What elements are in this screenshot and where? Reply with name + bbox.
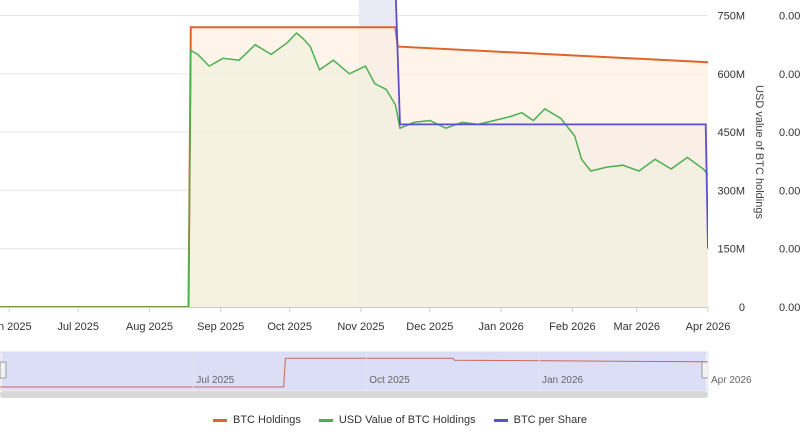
x-tick-label: n 2025 bbox=[0, 321, 32, 333]
navigator-scrollbar[interactable] bbox=[0, 391, 708, 398]
navigator-label: Jan 2026 bbox=[542, 375, 584, 386]
x-tick-label: Sep 2025 bbox=[197, 321, 244, 333]
x-tick-label: Oct 2025 bbox=[267, 321, 312, 333]
y-axis-per-share: 0.00 0.00 0.00 0.00 0.00 0.00 bbox=[779, 11, 800, 314]
y-tick-label: 600M bbox=[717, 69, 745, 81]
legend: BTC Holdings USD Value of BTC Holdings BTC… bbox=[0, 410, 800, 430]
y-tick-label: 0 bbox=[739, 302, 745, 314]
x-tick-label: Jul 2025 bbox=[57, 321, 99, 333]
y2-tick-label: 0.00 bbox=[779, 127, 800, 139]
x-tick-label: Nov 2025 bbox=[337, 321, 384, 333]
navigator-label: Apr 2026 bbox=[711, 375, 752, 386]
navigator-label: Oct 2025 bbox=[369, 375, 410, 386]
y2-tick-label: 0.00 bbox=[779, 244, 800, 256]
legend-label: BTC per Share bbox=[513, 414, 587, 426]
x-tick-label: Jan 2026 bbox=[478, 321, 523, 333]
y-tick-label: 150M bbox=[717, 244, 745, 256]
legend-swatch bbox=[493, 418, 508, 422]
x-tick-label: Feb 2026 bbox=[549, 321, 595, 333]
legend-swatch bbox=[318, 418, 333, 422]
btc-per-share-line bbox=[395, 0, 708, 249]
y-axis-usd: 0 150M 300M 450M 600M 750M bbox=[717, 11, 745, 314]
legend-item[interactable]: BTC Holdings bbox=[213, 414, 301, 426]
navigator-label: Jul 2025 bbox=[196, 375, 234, 386]
navigator-left-handle[interactable] bbox=[0, 361, 7, 379]
legend-label: BTC Holdings bbox=[233, 414, 301, 426]
navigator-series bbox=[0, 357, 709, 388]
legend-item[interactable]: BTC per Share bbox=[493, 414, 587, 426]
x-tick-label: Dec 2025 bbox=[406, 321, 453, 333]
series-fills bbox=[0, 0, 708, 307]
navigator[interactable]: Jul 2025 Oct 2025 Jan 2026 Apr 2026 bbox=[0, 351, 752, 398]
usd-value-fill bbox=[0, 33, 708, 307]
y-tick-label: 450M bbox=[717, 127, 745, 139]
legend-item[interactable]: USD Value of BTC Holdings bbox=[318, 414, 476, 426]
y-axis-title: USD value of BTC holdings bbox=[753, 85, 765, 219]
legend-swatch bbox=[213, 418, 227, 422]
y2-tick-label: 0.00 bbox=[779, 69, 800, 81]
x-tick-label: Aug 2025 bbox=[126, 321, 173, 333]
y2-tick-label: 0.00 bbox=[779, 185, 800, 197]
usd-value-line bbox=[0, 31, 708, 308]
navigator-right-handle[interactable] bbox=[701, 361, 709, 379]
y-tick-label: 300M bbox=[717, 185, 745, 197]
x-tick-label: Mar 2026 bbox=[613, 321, 659, 333]
x-axis: n 2025 Jul 2025 Aug 2025 Sep 2025 Oct 2025 No… bbox=[0, 307, 730, 333]
legend-label: USD Value of BTC Holdings bbox=[338, 414, 476, 426]
y2-tick-label: 0.00 bbox=[779, 302, 800, 314]
x-tick-label: Apr 2026 bbox=[686, 321, 731, 333]
y-tick-label: 750M bbox=[717, 11, 745, 23]
y2-tick-label: 0.00 bbox=[779, 11, 800, 23]
